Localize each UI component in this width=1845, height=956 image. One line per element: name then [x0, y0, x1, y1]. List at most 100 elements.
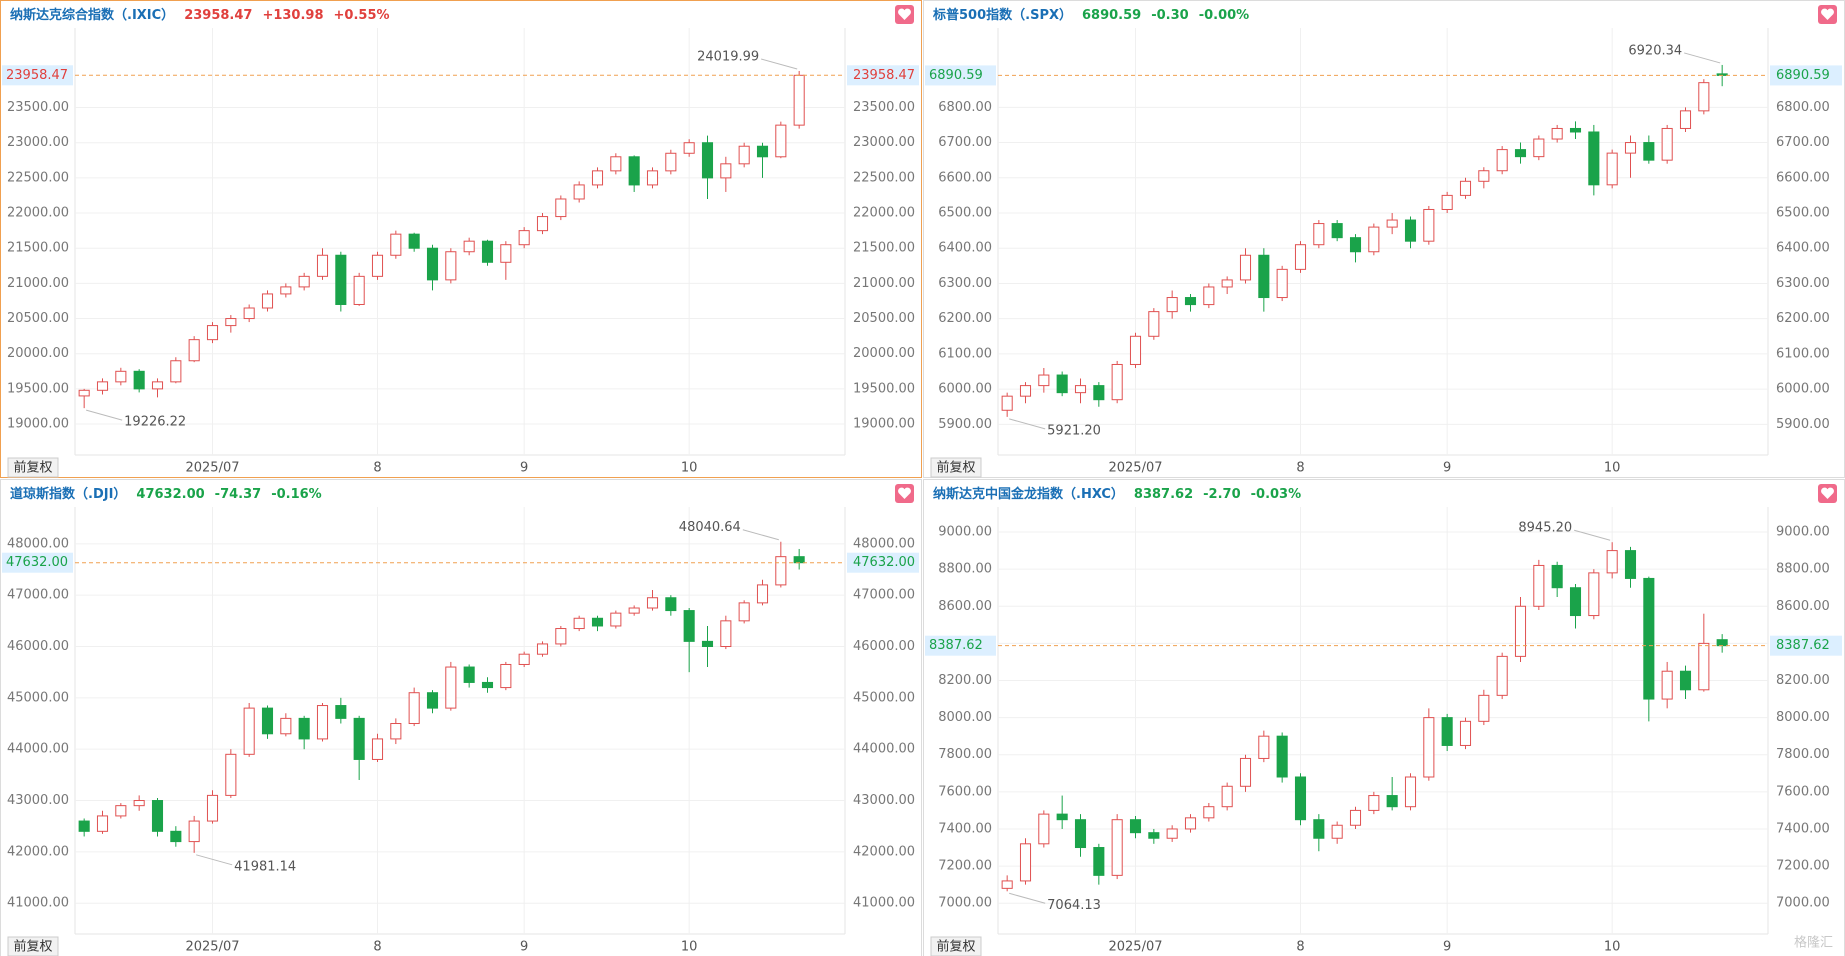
candle-body [170, 830, 182, 843]
candle-body [1496, 655, 1508, 696]
adjust-button[interactable] [7, 936, 59, 956]
candle-body [1239, 757, 1252, 787]
low-annotation: 41981.14 [234, 859, 296, 874]
candle-body [280, 717, 292, 735]
panel-title: 纳斯达克综合指数（.IXIC） 23958.47 +130.98 +0.55% [10, 7, 390, 23]
candle-body [1588, 131, 1600, 186]
x-tick-label: 10 [681, 461, 698, 476]
y-tick-label: 43000.00 [7, 793, 69, 808]
candle-body [371, 738, 384, 760]
y-tick-label: 47000.00 [853, 588, 915, 603]
candle-body [1166, 828, 1178, 839]
index-name: 道琼斯指数（.DJI） [10, 486, 126, 502]
candle-body [1588, 572, 1600, 617]
adjust-button[interactable] [930, 936, 982, 956]
candle-body [1001, 395, 1013, 411]
candle-body [1441, 717, 1453, 746]
favorite-button[interactable] [895, 484, 914, 503]
y-tick-label: 46000.00 [7, 639, 69, 654]
y-tick-label: 6300.00 [938, 276, 992, 291]
index-change-pct: -0.03% [1251, 487, 1302, 502]
annotation-line [86, 409, 123, 421]
candle-body [335, 705, 347, 719]
index-change-pct: -0.00% [1199, 8, 1250, 23]
candle-body [261, 707, 274, 735]
annotation-line [1574, 529, 1611, 541]
y-tick-label: 7400.00 [938, 821, 992, 836]
candle-body [206, 794, 219, 822]
candle-body [1661, 670, 1673, 700]
candle-body [1386, 795, 1398, 808]
favorite-button[interactable] [1818, 5, 1837, 24]
candle-body [1478, 694, 1490, 722]
chart-panel: 19000.00 19000.00 19500.00 19500.00 20000.00… [0, 0, 922, 478]
candle-body [1258, 254, 1270, 299]
candle-body [720, 163, 732, 179]
high-annotation: 8945.20 [1518, 521, 1572, 536]
y-tick-label: 19500.00 [853, 381, 915, 396]
candle-body [225, 318, 237, 327]
candle-body [665, 152, 677, 172]
y-tick-label: 42000.00 [7, 844, 69, 859]
y-tick-label: 9000.00 [938, 525, 992, 540]
index-change-pct: +0.55% [334, 8, 390, 23]
adjust-button[interactable] [7, 457, 59, 478]
low-annotation: 7064.13 [1047, 898, 1101, 913]
y-tick-label: 6400.00 [938, 241, 992, 256]
candle-body [353, 275, 365, 305]
last-price-label: 6890.59 [929, 68, 983, 83]
y-tick-label: 6000.00 [938, 382, 992, 397]
y-tick-label: 21000.00 [853, 276, 915, 291]
candle-body [1313, 223, 1325, 246]
favorite-button[interactable] [895, 5, 914, 24]
candle-body [720, 620, 732, 648]
candle-body [500, 663, 512, 689]
y-tick-label: 46000.00 [853, 639, 915, 654]
adjust-button-label: 前复权 [13, 460, 52, 476]
candle-body [298, 717, 310, 740]
candle-body [1276, 735, 1288, 778]
adjust-button[interactable] [930, 457, 982, 478]
candle-body [1679, 670, 1692, 691]
low-annotation: 5921.20 [1047, 423, 1101, 438]
candle-body [371, 254, 384, 277]
candle-body [481, 240, 494, 263]
x-tick-label: 2025/07 [1108, 940, 1162, 955]
candle-body [1569, 587, 1582, 617]
candle-body [1221, 785, 1233, 808]
y-tick-label: 6300.00 [1776, 276, 1830, 291]
x-tick-label: 8 [1296, 940, 1304, 955]
candle-body [1698, 82, 1710, 112]
y-tick-label: 6600.00 [938, 170, 992, 185]
x-tick-label: 8 [373, 461, 381, 476]
y-tick-label: 6200.00 [938, 311, 992, 326]
candle-body [151, 381, 164, 390]
candle-body [1221, 279, 1233, 288]
candle-body [1038, 374, 1050, 387]
y-tick-label: 48000.00 [853, 536, 915, 551]
candle-body [1368, 226, 1380, 253]
x-tick-label: 2025/07 [185, 940, 239, 955]
high-annotation: 48040.64 [679, 520, 741, 535]
candle-body [1423, 208, 1435, 242]
last-price-label: 6890.59 [1776, 68, 1830, 83]
candle-body [188, 820, 200, 843]
x-tick-label: 9 [1443, 461, 1451, 476]
candle-body [426, 692, 439, 709]
candle-body [243, 307, 255, 320]
y-tick-label: 47000.00 [7, 588, 69, 603]
candle-body [1496, 149, 1508, 172]
index-name: 纳斯达克中国金龙指数（.HXC） [933, 486, 1124, 502]
candle-body [1624, 142, 1637, 154]
y-tick-label: 23500.00 [853, 100, 915, 115]
y-tick-label: 6500.00 [938, 206, 992, 221]
last-price-box [2, 65, 73, 86]
candle-body [1276, 268, 1288, 299]
favorite-button[interactable] [1818, 484, 1837, 503]
panel-frame [923, 0, 1845, 478]
index-change: -2.70 [1203, 487, 1240, 502]
index-price: 8387.62 [1134, 487, 1193, 502]
candle-body [1368, 795, 1380, 811]
y-tick-label: 20500.00 [853, 311, 915, 326]
